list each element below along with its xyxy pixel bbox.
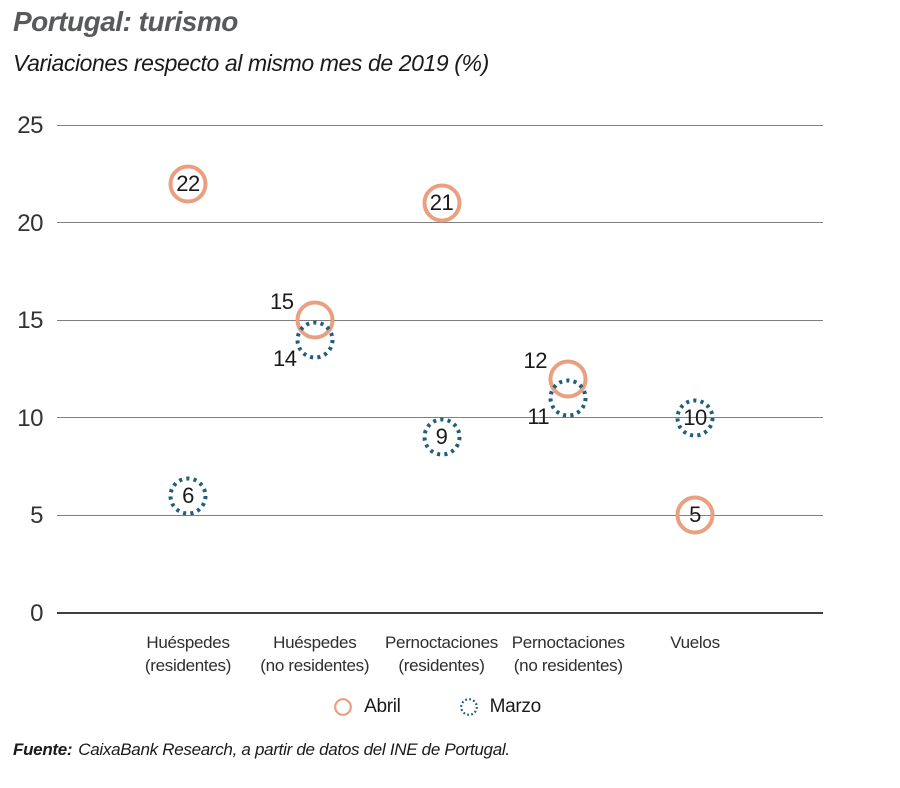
category-label-line: (no residentes)	[260, 656, 370, 675]
chart-subtitle: Variaciones respecto al mismo mes de 201…	[13, 50, 489, 76]
legend: Abril Marzo	[0, 694, 874, 720]
value-label-marzo-4: 10	[683, 404, 707, 430]
category-label-2: Pernoctaciones (residentes)	[367, 631, 517, 677]
chart-title: Portugal: turismo	[13, 6, 238, 37]
category-label-line: Pernoctaciones	[511, 633, 625, 652]
value-label-marzo-3: 11	[527, 404, 550, 430]
y-tick-label-20: 20	[17, 209, 43, 237]
category-label-1: Huéspedes (no residentes)	[240, 631, 390, 677]
legend-label-abril: Abril	[364, 696, 401, 717]
value-label-abril-2: 21	[429, 190, 454, 216]
dotted-circle-icon	[459, 698, 478, 716]
y-tick-label-25: 25	[17, 112, 43, 139]
category-label-line: Huéspedes	[146, 633, 230, 652]
marker-marzo-2	[422, 417, 461, 457]
solid-circle-icon	[334, 698, 352, 716]
category-label-4: Vuelos	[620, 631, 770, 654]
marker-abril-0	[168, 164, 208, 204]
gridline-5	[57, 514, 823, 516]
gridline-15	[57, 319, 823, 321]
y-tick-label-0: 0	[30, 600, 43, 627]
category-label-line: (residentes)	[144, 656, 232, 675]
category-label-0: Huéspedes (residentes)	[113, 631, 263, 677]
gridline-10	[57, 417, 823, 419]
category-label-3: Pernoctaciones (no residentes)	[493, 631, 643, 677]
marker-abril-1	[295, 300, 335, 340]
gridline-25	[57, 124, 823, 126]
marker-abril-2	[422, 183, 461, 223]
legend-label-marzo: Marzo	[489, 696, 542, 717]
y-tick-label-5: 5	[30, 502, 43, 530]
zero-gridline	[57, 612, 823, 614]
legend-item-abril: Abril	[333, 696, 401, 718]
source-text: CaixaBank Research, a partir de datos de…	[78, 740, 510, 759]
category-label-line: (residentes)	[398, 656, 485, 675]
marker-marzo-4	[675, 398, 715, 438]
category-label-line: (no residentes)	[513, 656, 623, 675]
value-label-marzo-0: 6	[182, 482, 194, 508]
value-label-abril-0: 22	[176, 170, 200, 196]
marker-marzo-1	[295, 320, 335, 360]
value-label-marzo-2: 9	[435, 424, 448, 450]
source-note: Fuente: CaixaBank Research, a partir de d…	[13, 740, 510, 760]
gridline-20	[57, 222, 823, 224]
category-label-line: Huéspedes	[273, 633, 357, 652]
legend-item-marzo: Marzo	[459, 696, 541, 718]
category-label-line: Pernoctaciones	[385, 633, 498, 652]
marker-abril-3	[548, 359, 588, 399]
marker-marzo-0	[168, 476, 208, 516]
value-label-abril-1: 15	[270, 289, 294, 315]
marker-abril-4	[675, 495, 715, 535]
value-label-abril-4: 5	[689, 502, 701, 528]
value-label-marzo-1: 14	[273, 345, 297, 371]
marker-marzo-3	[548, 378, 588, 418]
y-tick-label-15: 15	[17, 307, 43, 335]
category-label-line: Vuelos	[670, 633, 720, 652]
value-label-abril-3: 12	[523, 347, 548, 373]
y-tick-label-10: 10	[17, 404, 43, 432]
source-label: Fuente:	[13, 740, 73, 759]
